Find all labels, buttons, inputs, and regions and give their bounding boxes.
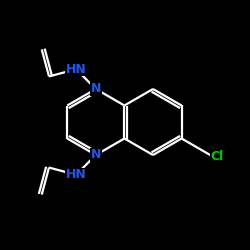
Text: Cl: Cl xyxy=(210,150,224,162)
Text: N: N xyxy=(91,82,101,96)
Text: N: N xyxy=(91,148,101,162)
Text: HN: HN xyxy=(66,168,86,181)
Text: HN: HN xyxy=(66,63,86,76)
